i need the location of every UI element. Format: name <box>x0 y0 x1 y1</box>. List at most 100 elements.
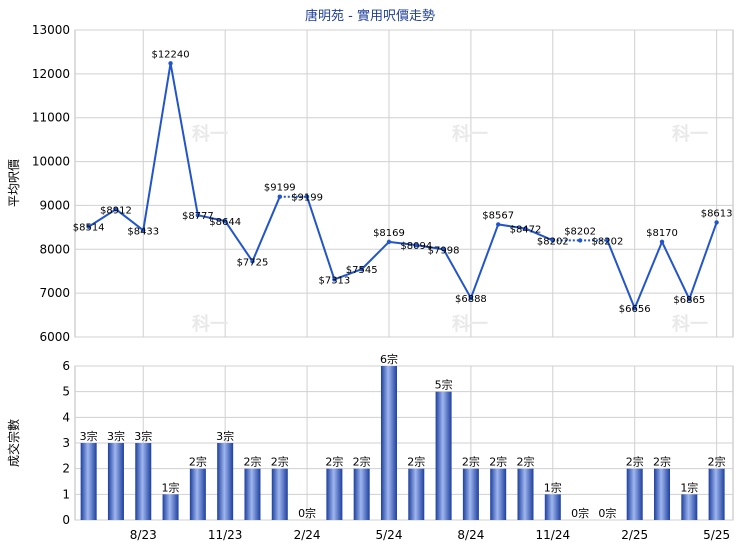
line-point-label: $6865 <box>673 295 705 306</box>
line-segment <box>88 208 117 228</box>
bar-data-label: 5宗 <box>435 378 453 392</box>
bar-data-label: 2宗 <box>353 455 371 469</box>
chart-title: 唐明苑 - 實用呎價走勢 <box>305 8 435 24</box>
line-point-label: $8472 <box>510 225 542 236</box>
bar <box>517 468 534 520</box>
bar-y-tick-label: 3 <box>62 436 70 450</box>
bar-data-label: 6宗 <box>380 352 398 366</box>
line-point <box>659 239 665 245</box>
line-segment <box>661 241 691 300</box>
bar-data-label: 2宗 <box>653 455 671 469</box>
line-y-tick-label: 6000 <box>39 330 70 344</box>
bar-data-label: 2宗 <box>462 455 480 469</box>
bar-data-label: 2宗 <box>271 455 289 469</box>
bar-data-label: 2宗 <box>708 455 726 469</box>
line-segment <box>115 208 144 232</box>
line-point <box>414 242 419 248</box>
bar-y-tick-label: 2 <box>62 462 70 476</box>
bar <box>626 468 643 520</box>
line-point-label: $7725 <box>237 257 269 268</box>
bar <box>189 468 206 520</box>
line-point-label: $7545 <box>346 265 378 276</box>
line-point-label: $8169 <box>373 228 405 239</box>
line-point-label: $8094 <box>400 241 432 252</box>
line-segment <box>142 63 172 231</box>
line-point <box>550 238 556 243</box>
x-tick-label: 11/23 <box>208 528 243 542</box>
line-point <box>113 207 119 212</box>
line-point <box>168 61 173 66</box>
line-point-label: $12240 <box>151 49 189 60</box>
line-point <box>277 194 282 199</box>
x-tick-label: 8/23 <box>130 528 157 542</box>
line-point <box>441 247 446 252</box>
bar-data-label: 2宗 <box>407 455 425 469</box>
watermark-text: 科一 <box>192 123 228 145</box>
bar-data-label: 2宗 <box>626 455 644 469</box>
bar-data-label: 0宗 <box>298 506 316 520</box>
watermark-text: 科一 <box>672 313 708 335</box>
bar-data-label: 2宗 <box>243 455 261 469</box>
bar-data-label: 1宗 <box>544 480 562 494</box>
x-tick-label: 11/24 <box>536 528 571 542</box>
line-segment <box>334 268 363 281</box>
line-point-label: $8202 <box>564 226 596 237</box>
x-tick-label: 5/25 <box>703 528 730 542</box>
line-y-axis-label: 平均呎價 <box>7 159 21 207</box>
line-point-label: $8912 <box>100 205 132 216</box>
bar <box>462 468 479 520</box>
bar <box>708 468 725 520</box>
line-segment <box>606 240 636 309</box>
bar <box>654 468 671 520</box>
bar-data-label: 3宗 <box>134 429 152 443</box>
bar-y-tick-label: 0 <box>62 513 70 527</box>
line-point <box>141 228 146 233</box>
line-point <box>468 295 474 301</box>
line-plot-area <box>74 29 734 338</box>
bar-data-label: 2宗 <box>189 455 207 469</box>
line-point-label: $8170 <box>646 228 678 239</box>
line-point <box>195 213 201 218</box>
line-point-label: $7998 <box>428 245 460 256</box>
x-tick-label: 2/25 <box>621 528 648 542</box>
bar <box>80 443 97 520</box>
line-y-tick-label: 12000 <box>32 67 70 81</box>
x-tick-label: 5/24 <box>376 528 403 542</box>
watermark-text: 科一 <box>672 123 708 145</box>
bar-data-label: 1宗 <box>680 480 698 494</box>
bar-y-axis-label: 成交宗數 <box>6 419 21 467</box>
line-point-label: $8644 <box>209 217 241 228</box>
line-y-tick-label: 11000 <box>32 111 70 125</box>
line-segment <box>442 248 472 299</box>
line-point-label: $9199 <box>264 183 296 194</box>
bar <box>408 468 425 520</box>
line-point <box>386 239 392 245</box>
line-point <box>332 277 337 282</box>
line-point <box>632 306 637 311</box>
line-y-tick-label: 8000 <box>39 242 70 256</box>
line-point <box>577 238 583 243</box>
line-y-tick-label: 9000 <box>39 198 70 212</box>
line-y-tick-label: 13000 <box>32 23 70 37</box>
line-point-label: $8202 <box>537 236 569 247</box>
bar-data-label: 0宗 <box>571 506 589 520</box>
line-segment <box>360 241 390 270</box>
bar <box>435 391 452 520</box>
line-point-label: $6656 <box>619 304 651 315</box>
line-point <box>222 218 228 224</box>
watermark-text: 科一 <box>452 123 488 145</box>
line-point-label: $9199 <box>291 193 323 204</box>
bar <box>107 443 124 520</box>
line-point <box>687 296 692 302</box>
bar-data-label: 2宗 <box>516 455 534 469</box>
bar-data-label: 1宗 <box>162 480 180 494</box>
bar-y-tick-label: 1 <box>62 487 70 501</box>
bar-chart: 0 1 2 3 4 5 6 8/23 11/23 2/24 5/24 8/24 11/24 2/25 5/2… <box>62 352 734 542</box>
bar-data-label: 2宗 <box>489 455 507 469</box>
bar <box>135 443 152 520</box>
line-point-label: $8567 <box>482 210 514 221</box>
bar <box>326 468 343 520</box>
x-tick-label: 8/24 <box>457 528 484 542</box>
bar-data-label: 3宗 <box>80 429 98 443</box>
